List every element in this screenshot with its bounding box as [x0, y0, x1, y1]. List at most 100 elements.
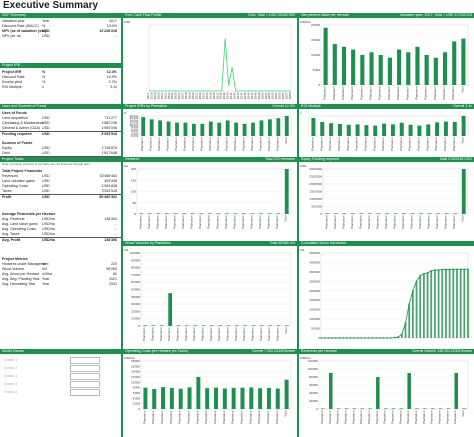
table-row: Discount Rate (WACC)% 10.0% — [0, 24, 121, 29]
x-tick-label: Plantation — [248, 410, 252, 424]
chart-bar — [149, 119, 154, 136]
chart-bar — [367, 213, 372, 214]
x-tick-label: Plantation — [445, 410, 449, 424]
table-row: Land valuation gains USD 403'448 — [0, 179, 121, 184]
chart-bar — [182, 213, 186, 214]
y-tick-label: 100 — [131, 190, 136, 194]
opc-chart: USD/ha02'0004'0006'0008'00010'00012'0001… — [124, 356, 292, 424]
chart-bar — [320, 122, 325, 136]
chart-bar — [456, 269, 458, 338]
chart-bar — [336, 408, 341, 409]
chart-bar — [402, 213, 406, 214]
row-value: 12.3% — [106, 70, 117, 74]
axis-unit: Ha — [124, 164, 128, 168]
x-tick-label: Plantation — [257, 410, 261, 424]
table-row: Debt USD 1'607'648 — [0, 151, 121, 156]
chart-bar — [437, 270, 440, 338]
irr-table: Project IRR% 12.3% Discount Rate% 10.0% Exce… — [0, 70, 121, 90]
row-label: Discount Rate (WACC) — [2, 24, 39, 28]
chart-bar — [158, 120, 163, 136]
axis-unit: % — [124, 111, 127, 115]
chart-bar — [311, 118, 316, 136]
chart-bar — [207, 213, 212, 214]
chart-bar — [259, 120, 264, 136]
chart-bar — [452, 41, 457, 85]
x-tick-label: Plantation — [182, 137, 186, 151]
chart-bar — [161, 387, 166, 409]
x-tick-label: 2055 — [278, 92, 282, 99]
x-tick-label: Plantation — [258, 215, 262, 229]
x-tick-label: Plantation — [337, 137, 341, 151]
chart-bar — [214, 387, 218, 409]
row-unit: % — [42, 75, 46, 79]
column-divider — [121, 13, 123, 437]
x-tick-label: Plantation — [192, 327, 196, 341]
y-tick-label: 20'000 — [131, 309, 140, 313]
chart-bar — [217, 122, 222, 136]
chart-bar — [397, 49, 402, 85]
chart-bar — [226, 325, 231, 326]
x-tick-label: 2051 — [264, 92, 268, 99]
chart-bar — [141, 117, 146, 136]
x-tick-label: 2028 — [184, 92, 188, 99]
chart-bar — [193, 325, 198, 326]
chart-bar — [250, 213, 255, 214]
row-value: ... — [114, 222, 117, 226]
chart-bar — [397, 337, 400, 338]
y-tick-label: 100'000 — [307, 367, 318, 371]
chart-bar — [376, 213, 381, 214]
row-unit: Year — [42, 282, 50, 286]
x-tick-label: Plantation — [267, 327, 271, 341]
chart-bar — [452, 122, 457, 136]
row-label: Land valuation gains — [2, 179, 35, 183]
chart-bar — [382, 123, 387, 136]
x-tick-label: Total — [284, 215, 288, 222]
y-tick-label: 40'000 — [309, 391, 318, 395]
chart-bar — [259, 325, 264, 326]
y-tick-label: 18'000 — [131, 359, 140, 363]
x-tick-label: 2025 — [174, 92, 178, 99]
chart-bar — [423, 408, 427, 409]
axis-unit: USD — [124, 20, 131, 24]
chart-bar — [176, 325, 181, 326]
row-value: 10.0% — [106, 75, 117, 79]
x-tick-label: 2040 — [226, 92, 230, 99]
x-tick-label: Plantation — [333, 215, 337, 229]
y-tick-label: 90'000 — [131, 258, 140, 262]
chart-bar — [443, 121, 448, 136]
row-unit: USD — [42, 189, 50, 193]
chart-bar — [143, 387, 148, 409]
row-unit: USD — [42, 195, 50, 199]
row-label: Avg. Beg. Planting Year — [2, 277, 40, 281]
table-row: Revenues USD 52'468'464 — [0, 174, 121, 179]
x-tick-label: Plantation — [250, 215, 254, 229]
table-row: Taxes USD 3'353'518 — [0, 189, 121, 194]
x-tick-label: 2019 — [153, 92, 157, 99]
x-tick-label: Plantation — [258, 137, 262, 151]
x-tick-label: Plantation — [259, 327, 263, 341]
chart-bar — [406, 52, 411, 85]
row-value: ... — [114, 232, 117, 236]
row-label: Avg. Revenue — [2, 217, 25, 221]
row-label: Avg. Land Value gains — [2, 222, 38, 226]
table-row: Profit USD 50'482'392 — [0, 194, 121, 200]
x-tick-label: 2026 — [177, 92, 181, 99]
totals-header: Project Totals — [0, 157, 121, 162]
x-tick-label: Plantation — [435, 215, 439, 229]
x-tick-label: Total — [460, 86, 464, 93]
row-unit: USD — [42, 184, 50, 188]
x-tick-label: 2042 — [233, 92, 237, 99]
row-value: -1'584'838 — [100, 184, 117, 188]
x-tick-label: Total — [284, 410, 288, 417]
x-tick-label: 2031 — [194, 92, 198, 99]
chart-bar — [445, 269, 447, 338]
x-tick-label: 2017 — [146, 92, 150, 99]
x-tick-label: Plantation — [242, 137, 246, 151]
chart-bar — [373, 125, 378, 136]
x-tick-label: Plantation — [396, 86, 400, 100]
y-tick-label: 80'000 — [309, 375, 318, 379]
x-tick-label: 2044 — [240, 92, 244, 99]
x-tick-label: Plantation — [393, 215, 397, 229]
row-label: Hectares under Management — [2, 262, 49, 266]
x-tick-label: 2041 — [229, 92, 233, 99]
